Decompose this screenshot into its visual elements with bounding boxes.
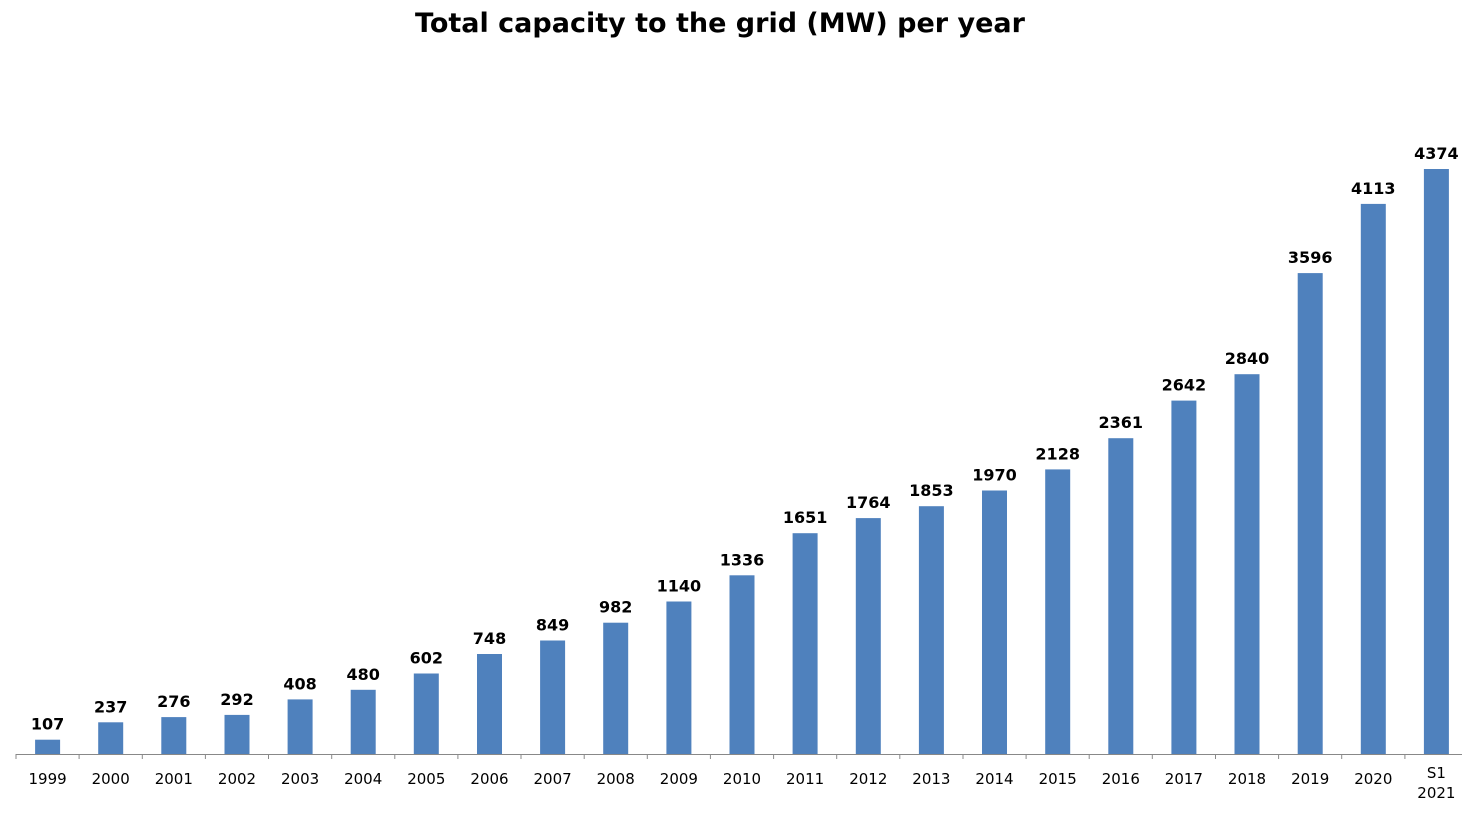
bar-2006 [477, 654, 502, 754]
bar-2019 [1297, 273, 1323, 754]
chart-title: Total capacity to the grid (MW) per year [415, 8, 1025, 39]
x-tick-label-2018: 2018 [1228, 770, 1266, 788]
data-label-2009: 1140 [657, 577, 702, 596]
x-tick-label-2011: 2011 [786, 770, 824, 788]
bar-2001 [161, 717, 187, 754]
bar-2005 [413, 673, 439, 754]
data-label-2004: 480 [346, 665, 379, 684]
bar-2000 [98, 722, 124, 754]
bar-2011 [792, 533, 818, 754]
bar-2002 [224, 714, 250, 754]
data-label-2010: 1336 [720, 550, 765, 569]
data-label-s1-2021: 4374 [1414, 144, 1459, 163]
x-tick-label-2016: 2016 [1102, 770, 1140, 788]
bar-2010 [729, 575, 755, 754]
x-tick-label-1999: 1999 [29, 770, 67, 788]
data-label-2000: 237 [94, 697, 127, 716]
bar-2018 [1234, 374, 1260, 754]
bar-2014 [982, 490, 1007, 754]
data-label-2019: 3596 [1288, 248, 1333, 267]
data-label-2005: 602 [410, 649, 443, 668]
bar-2009 [666, 601, 692, 754]
x-tick-label-2002: 2002 [218, 770, 256, 788]
x-tick-label-2003: 2003 [281, 770, 319, 788]
x-tick-label-2004: 2004 [344, 770, 382, 788]
bar-2013 [918, 506, 944, 754]
data-label-2012: 1764 [846, 493, 891, 512]
x-tick-label-2007: 2007 [534, 770, 572, 788]
bar-2012 [855, 518, 881, 754]
data-label-2003: 408 [283, 674, 316, 693]
bar-2003 [287, 699, 313, 754]
x-tick-label-2005: 2005 [407, 770, 445, 788]
bar-s1-2021 [1423, 169, 1449, 754]
x-tick-label-2015: 2015 [1039, 770, 1077, 788]
x-tick-label-2017: 2017 [1165, 770, 1203, 788]
x-tick-label-2013: 2013 [912, 770, 950, 788]
x-tick-label-2009: 2009 [660, 770, 698, 788]
data-label-2013: 1853 [909, 481, 954, 500]
bar-2007 [540, 640, 566, 754]
data-label-2015: 2128 [1035, 444, 1080, 463]
bar-2017 [1171, 400, 1197, 754]
bars-layer [35, 169, 1449, 754]
x-tick-label-2006: 2006 [470, 770, 508, 788]
x-tick-label-2019: 2019 [1291, 770, 1329, 788]
value-labels-layer: 107 237 276 292 408 480 602 748 849 982 1140 1336 16… [31, 144, 1459, 734]
data-label-2017: 2642 [1162, 376, 1207, 395]
data-label-2020: 4113 [1351, 179, 1396, 198]
x-tick-labels: 1999 2000 2001 2002 2003 2004 2005 2006 2007 2008… [29, 764, 1456, 802]
bar-2020 [1360, 203, 1386, 754]
bar-2015 [1045, 469, 1071, 754]
bar-2008 [603, 622, 629, 754]
x-tick-label-2014: 2014 [975, 770, 1013, 788]
data-label-2016: 2361 [1099, 413, 1144, 432]
x-tick-label-2008: 2008 [597, 770, 635, 788]
x-tick-label-2001: 2001 [155, 770, 193, 788]
data-label-1999: 107 [31, 715, 64, 734]
data-label-2018: 2840 [1225, 349, 1270, 368]
data-label-2008: 982 [599, 598, 632, 617]
data-label-2006: 748 [473, 629, 506, 648]
bar-1999 [35, 739, 61, 754]
data-label-2001: 276 [157, 692, 190, 711]
x-tick-label-s1-2021: S1 2021 [1417, 764, 1455, 802]
x-tick-label-2010: 2010 [723, 770, 761, 788]
data-label-2002: 292 [220, 690, 253, 709]
data-label-2007: 849 [536, 616, 569, 635]
x-tick-marks [15, 754, 1406, 759]
bar-2016 [1108, 438, 1134, 754]
data-label-2011: 1651 [783, 508, 828, 527]
x-tick-label-2020: 2020 [1354, 770, 1392, 788]
data-label-2014: 1970 [972, 466, 1017, 485]
x-tick-label-2012: 2012 [849, 770, 887, 788]
bar-2004 [350, 689, 376, 754]
x-tick-label-2000: 2000 [92, 770, 130, 788]
